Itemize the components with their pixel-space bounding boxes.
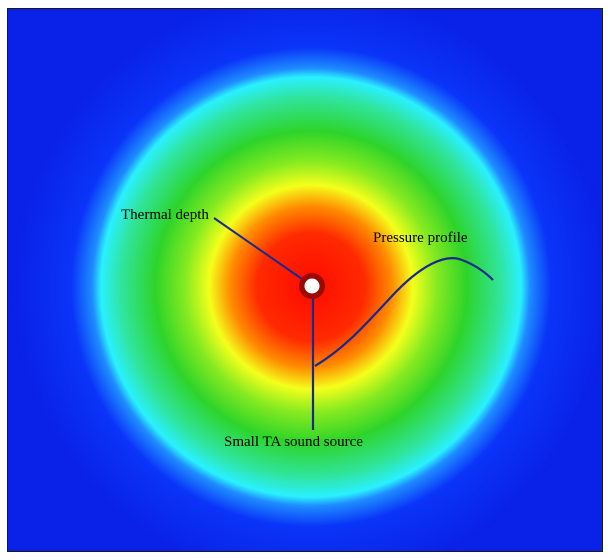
thermal-depth-label: Thermal depth (121, 207, 209, 223)
pressure-profile-curve (314, 257, 494, 367)
source-label: Small TA sound source (224, 434, 363, 450)
field-border (7, 8, 603, 552)
pressure-profile-label: Pressure profile (373, 230, 468, 246)
thermal-depth-leader (213, 217, 303, 280)
source-center (304, 278, 320, 294)
